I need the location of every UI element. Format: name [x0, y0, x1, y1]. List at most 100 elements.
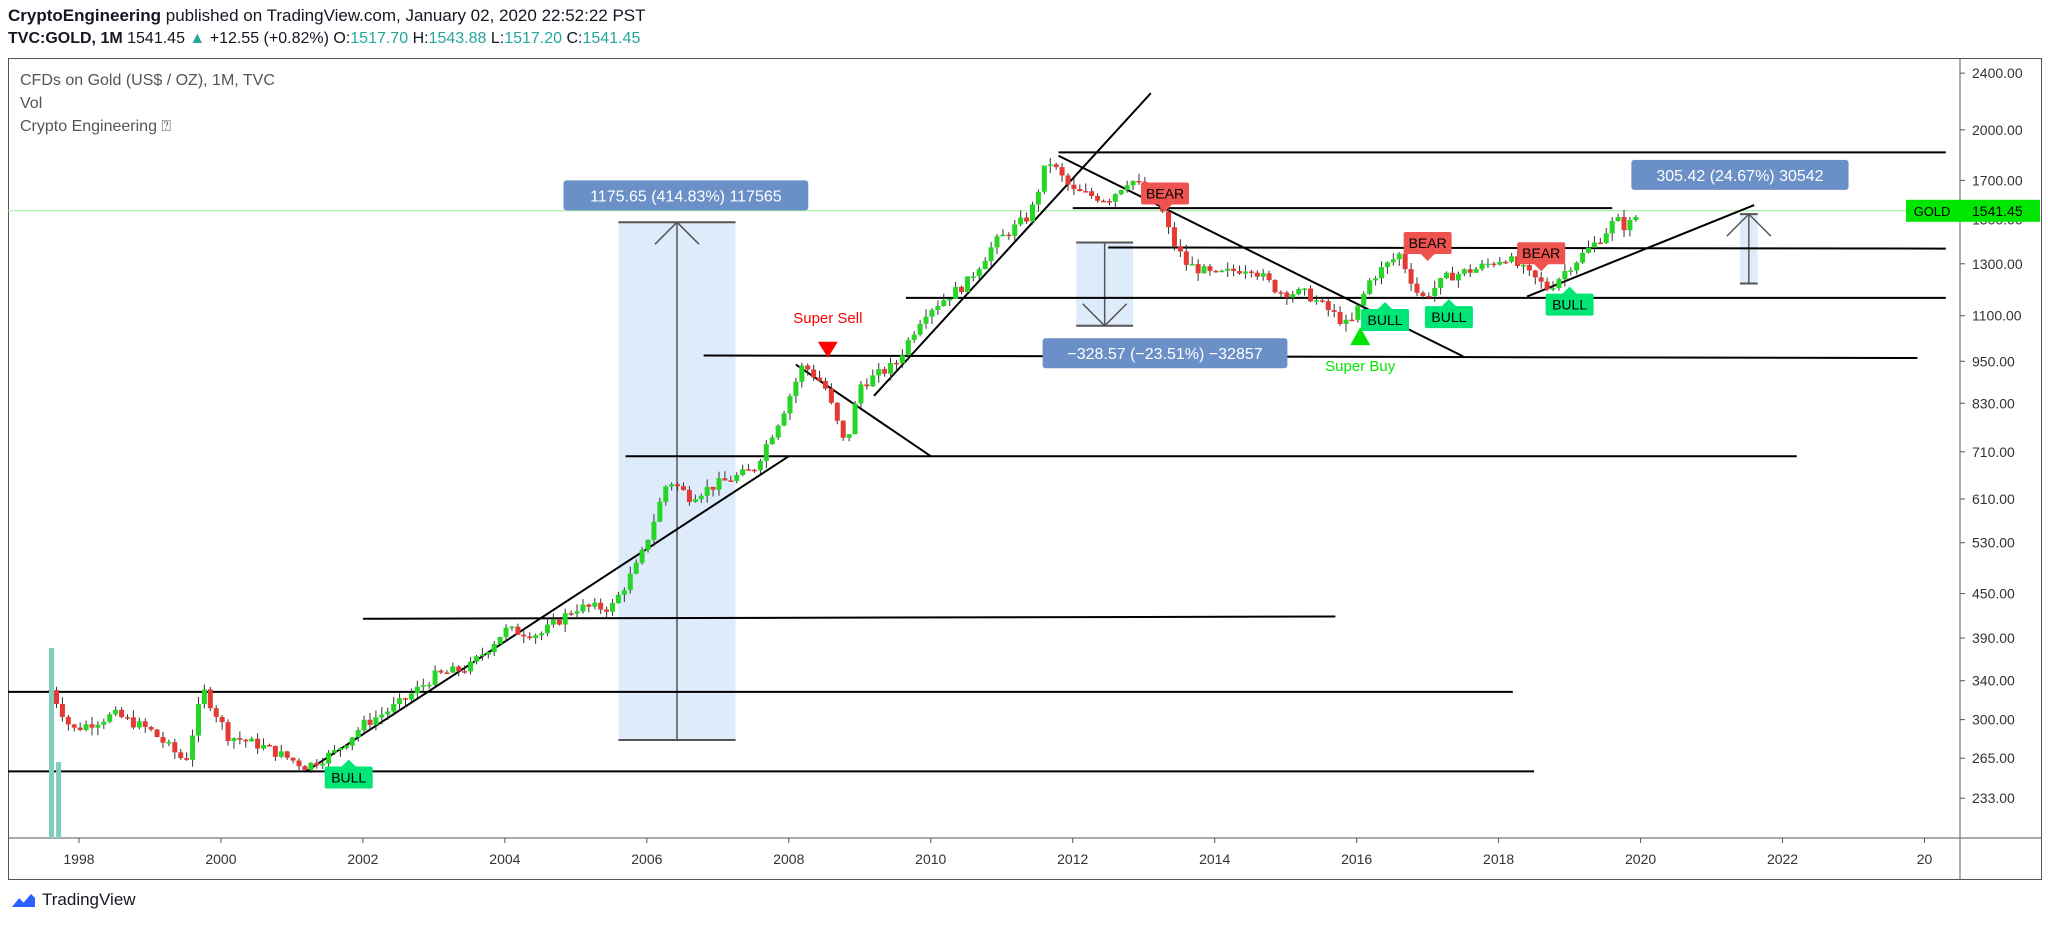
candle-body — [645, 539, 651, 550]
candle-body — [959, 286, 965, 293]
tradingview-logo-icon[interactable] — [10, 891, 36, 909]
candle-body — [1361, 293, 1367, 306]
candle-body — [1633, 216, 1639, 220]
signal-pointer-icon-1 — [1157, 203, 1174, 212]
candle-body — [1615, 217, 1621, 222]
candle-body — [710, 486, 716, 490]
candle-body — [817, 377, 823, 381]
candle-body — [828, 388, 834, 403]
footer-brand[interactable]: TradingView — [42, 890, 136, 909]
candle-body — [1479, 263, 1485, 270]
y-tick-label-9: 610.00 — [1972, 491, 2015, 507]
candle-body — [124, 717, 130, 719]
candle-body — [1219, 270, 1225, 273]
candle-body — [1343, 319, 1349, 324]
candle-body — [1071, 184, 1077, 190]
candle-body — [473, 656, 479, 662]
candle-body — [1390, 259, 1396, 263]
trend-line-4 — [703, 354, 1918, 360]
candle-body — [1195, 264, 1201, 274]
candle-body — [266, 744, 272, 747]
candle-body — [858, 384, 864, 404]
candle-body — [1562, 271, 1568, 280]
candle-body — [1089, 191, 1095, 196]
candle-body — [77, 727, 83, 731]
candle-body — [976, 269, 982, 277]
x-tick-label-3: 2004 — [489, 851, 520, 867]
candle-body — [716, 478, 722, 490]
candle-body — [781, 413, 787, 426]
candle-body — [160, 737, 166, 743]
candle-body — [621, 590, 627, 595]
candle-body — [1408, 269, 1414, 284]
signal-label-0: BULL — [331, 770, 366, 786]
candle-body — [1201, 266, 1207, 274]
candle-body — [385, 711, 391, 715]
change: +12.55 (+0.82%) — [209, 30, 329, 47]
candle-body — [1574, 262, 1580, 271]
candle-body — [497, 636, 503, 645]
author-name[interactable]: CryptoEngineering — [8, 6, 162, 25]
candle-body — [550, 619, 556, 625]
candle-body — [1166, 211, 1172, 228]
candle-body — [272, 745, 278, 757]
y-tick-label-12: 390.00 — [1972, 630, 2015, 646]
candle-body — [787, 396, 793, 414]
legend-indicator[interactable]: Crypto Engineering ⍰ — [20, 118, 172, 135]
candle-body — [195, 704, 201, 736]
candle-body — [1189, 264, 1195, 266]
candle-body — [1384, 262, 1390, 268]
candle-body — [1532, 270, 1538, 278]
trend-line-2 — [362, 615, 1336, 620]
candle-body — [290, 757, 296, 761]
candle-body — [604, 609, 610, 612]
signal-pointer-icon-6 — [1561, 286, 1578, 295]
price-tag-bg — [1906, 199, 2040, 222]
candle-body — [343, 745, 349, 749]
candle-body — [757, 460, 763, 471]
candle-body — [556, 619, 562, 625]
candle-body — [1124, 185, 1130, 191]
volume-bar-0 — [49, 648, 55, 838]
x-tick-label-11: 2020 — [1625, 851, 1656, 867]
candle-body — [178, 752, 184, 759]
candle-body — [261, 744, 267, 749]
candle-body — [905, 339, 911, 356]
candle-body — [154, 729, 160, 738]
candle-body — [876, 369, 882, 376]
footer: TradingView — [10, 890, 136, 910]
chart-frame — [8, 58, 2042, 880]
legend-vol[interactable]: Vol — [20, 95, 43, 112]
candle-body — [675, 484, 681, 487]
candle-body — [663, 486, 669, 502]
candle-body — [763, 444, 769, 461]
price-chart[interactable]: 1175.65 (414.83%) 117565 −328.57 (−23.51%… — [8, 58, 2042, 880]
signal-badge-1 — [1141, 182, 1190, 205]
y-tick-label-13: 340.00 — [1972, 673, 2015, 689]
candle-body — [533, 635, 539, 639]
candle-body — [166, 742, 172, 744]
candle-body — [704, 486, 710, 496]
candle-body — [284, 751, 290, 758]
candle-body — [882, 369, 888, 374]
measure-label-bg-1 — [1042, 338, 1288, 369]
candle-body — [314, 762, 320, 766]
candle-body — [1556, 279, 1562, 289]
candle-body — [994, 236, 1000, 248]
change-arrow-icon: ▲ — [189, 30, 206, 47]
signal-label-5: BULL — [1431, 309, 1466, 325]
signal-label-1: BEAR — [1146, 185, 1184, 201]
close-value: 1541.45 — [582, 30, 641, 47]
candle-body — [734, 475, 740, 481]
candle-body — [408, 693, 414, 700]
candle-body — [213, 708, 219, 717]
candle-body — [1296, 289, 1302, 295]
candle-body — [136, 721, 142, 728]
x-tick-label-2: 2002 — [347, 851, 378, 867]
candle-body — [1586, 247, 1592, 253]
candle-body — [515, 626, 521, 635]
legend-title[interactable]: CFDs on Gold (US$ / OZ), 1M, TVC — [20, 72, 275, 89]
candle-body — [432, 670, 438, 685]
candles — [48, 157, 1639, 774]
y-tick-label-1: 2000.00 — [1972, 122, 2023, 138]
